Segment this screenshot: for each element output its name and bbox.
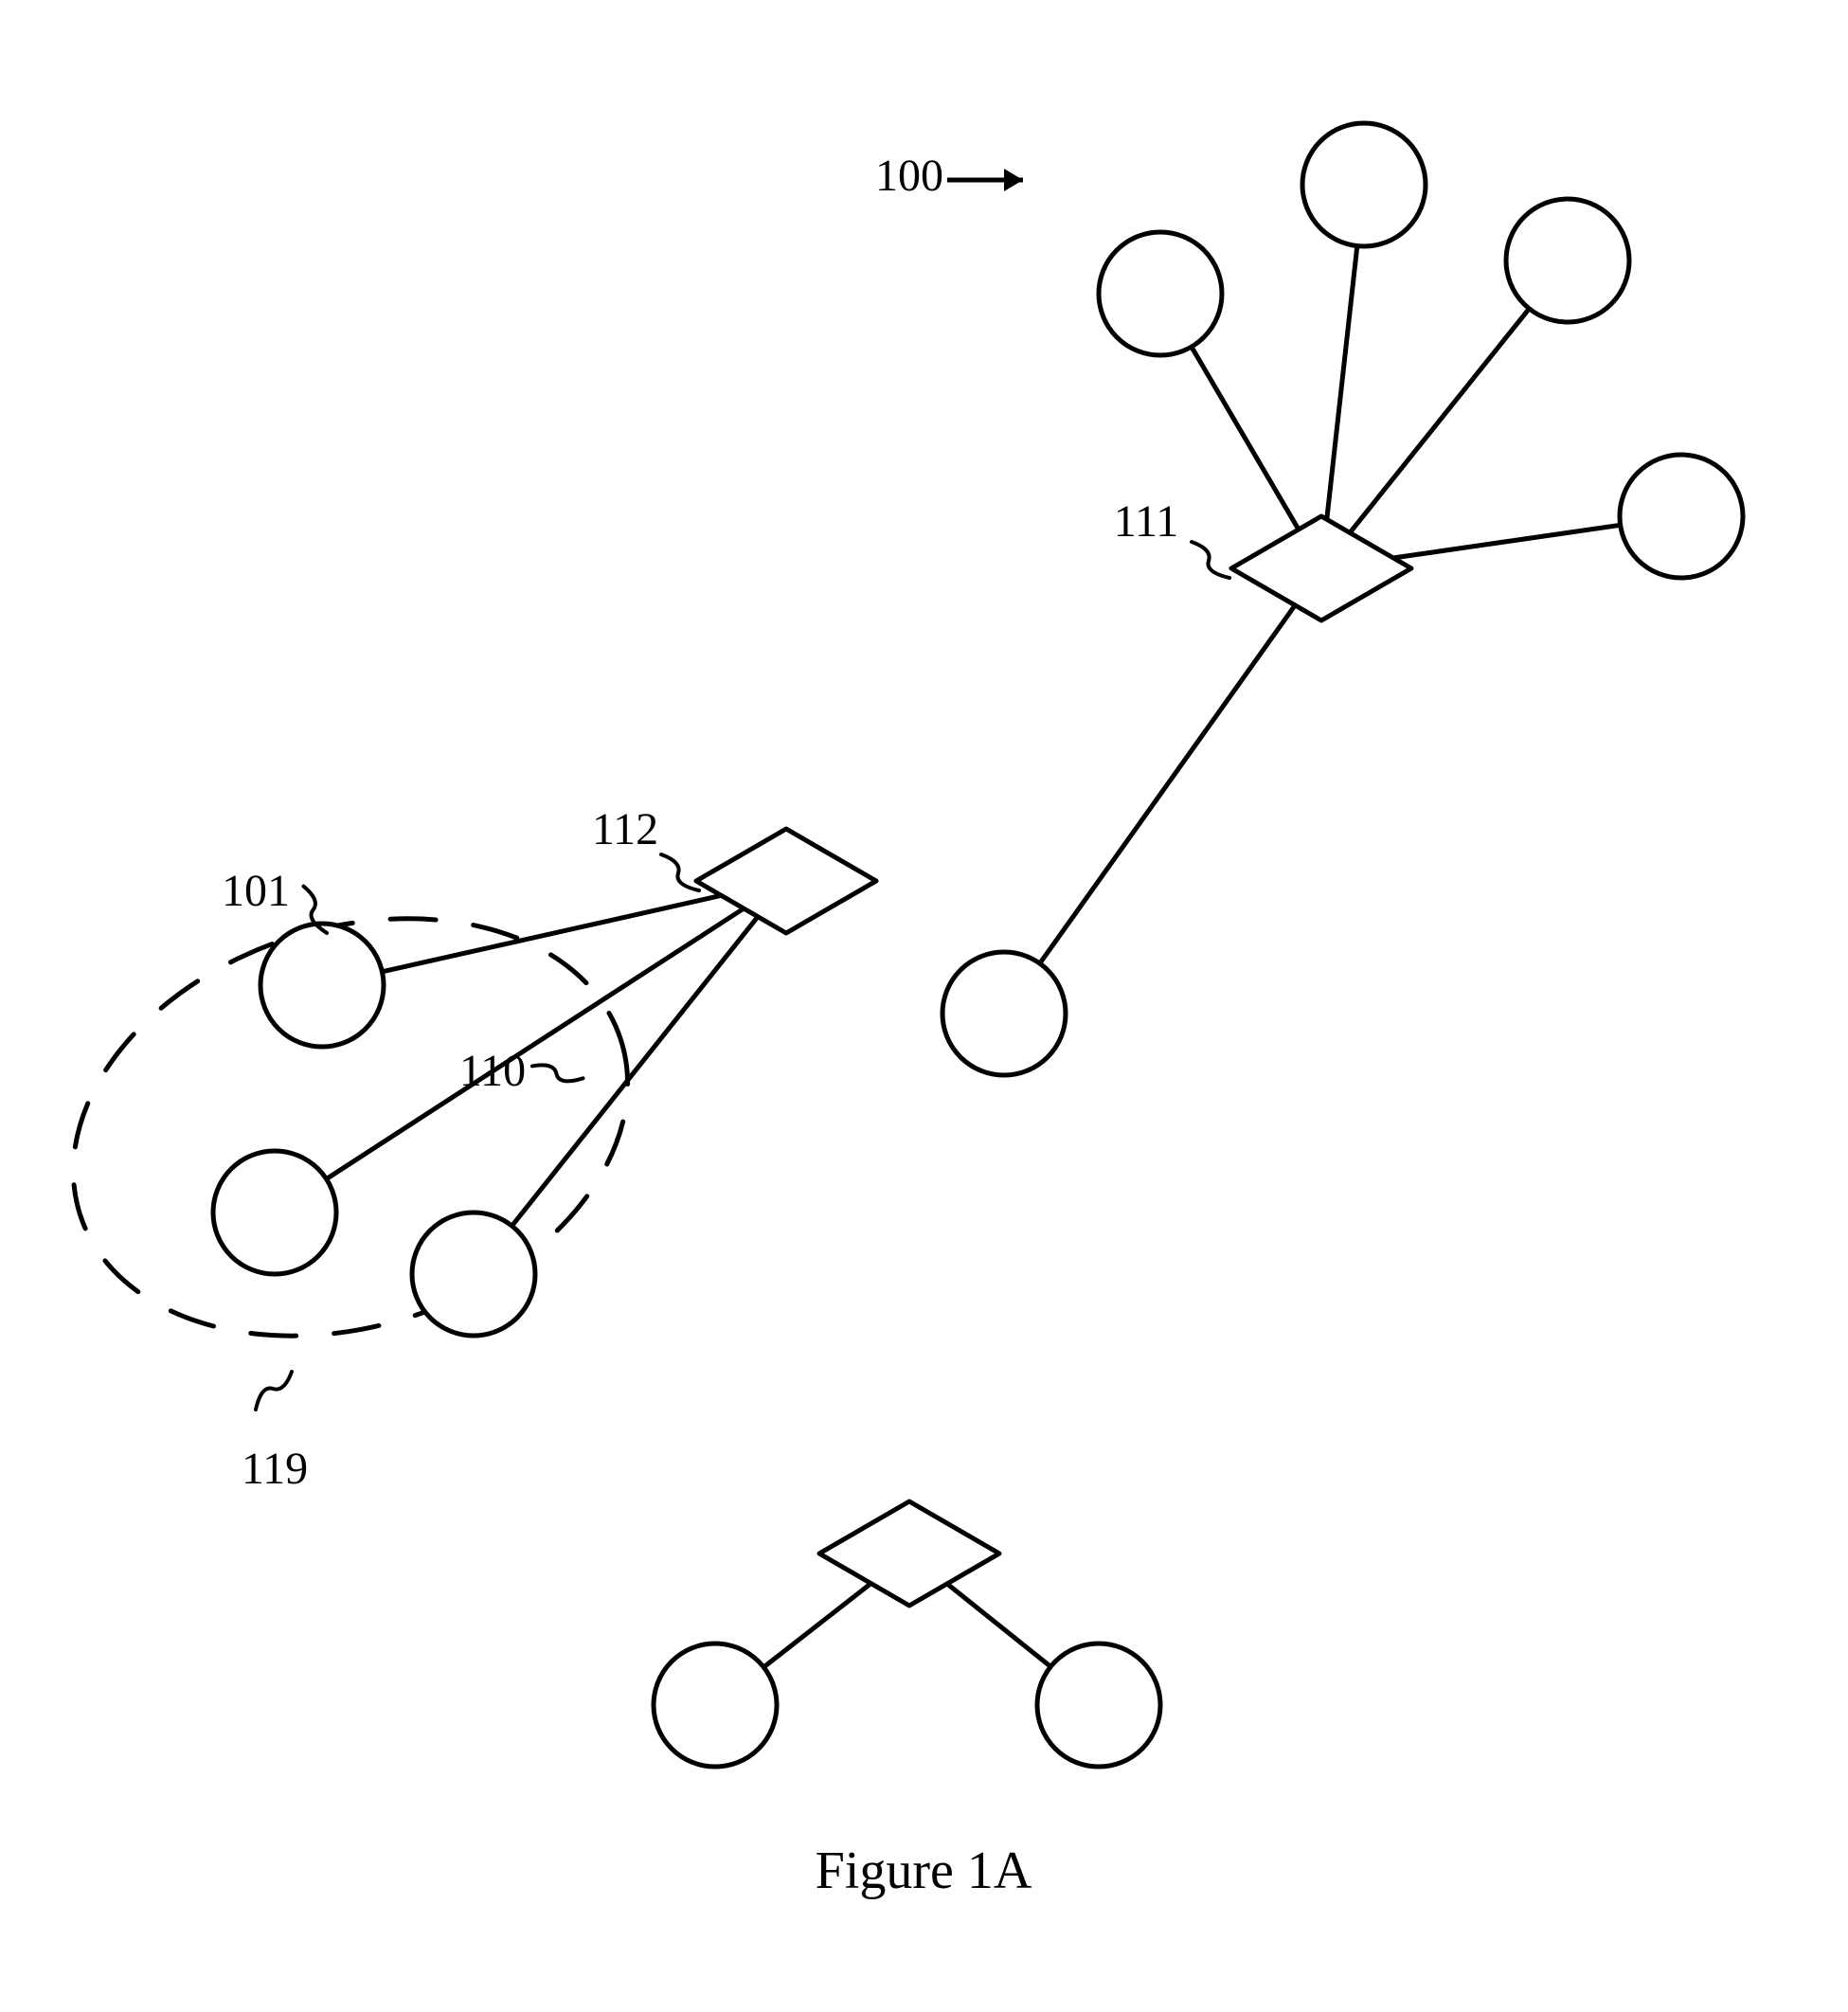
circle-node xyxy=(942,952,1066,1075)
edge xyxy=(1040,605,1296,963)
edge xyxy=(511,917,758,1226)
diamond-ref-label: 112 xyxy=(592,804,658,854)
diamond-node xyxy=(696,829,876,933)
ellipse-ref-label: 119 xyxy=(242,1444,308,1494)
edge xyxy=(1192,347,1299,530)
edge-ref-label: 110 xyxy=(459,1046,526,1096)
edge xyxy=(1393,525,1621,558)
circle-node xyxy=(1099,232,1222,355)
edge xyxy=(382,895,721,971)
edge xyxy=(327,908,745,1179)
circle-node xyxy=(1037,1644,1160,1767)
circle-node xyxy=(1620,455,1743,578)
diamond-node xyxy=(1231,516,1411,620)
edge xyxy=(763,1584,870,1667)
edge xyxy=(947,1584,1050,1666)
edge xyxy=(1327,246,1357,520)
circle-node xyxy=(1302,123,1426,246)
reference-brace xyxy=(532,1047,583,1097)
figure-ref-label: 100 xyxy=(875,151,943,201)
circle-ref-label: 101 xyxy=(222,866,290,916)
circle-node xyxy=(1506,199,1629,322)
diamond-ref-label: 111 xyxy=(1114,496,1178,547)
reference-brace xyxy=(661,854,699,890)
figure-caption: Figure 1A xyxy=(816,1841,1032,1900)
diagram-canvas: 100 112 110 101 119 111 Figure 1A xyxy=(0,0,1848,2012)
diamond-node xyxy=(819,1501,999,1606)
circle-node xyxy=(654,1644,777,1767)
circle-node xyxy=(213,1151,336,1274)
circle-node xyxy=(260,924,384,1047)
figure-ref-arrow-head xyxy=(1004,169,1023,191)
reference-brace xyxy=(1192,542,1229,578)
circle-node xyxy=(412,1213,535,1336)
reference-brace xyxy=(256,1372,292,1410)
edge xyxy=(1350,309,1529,533)
